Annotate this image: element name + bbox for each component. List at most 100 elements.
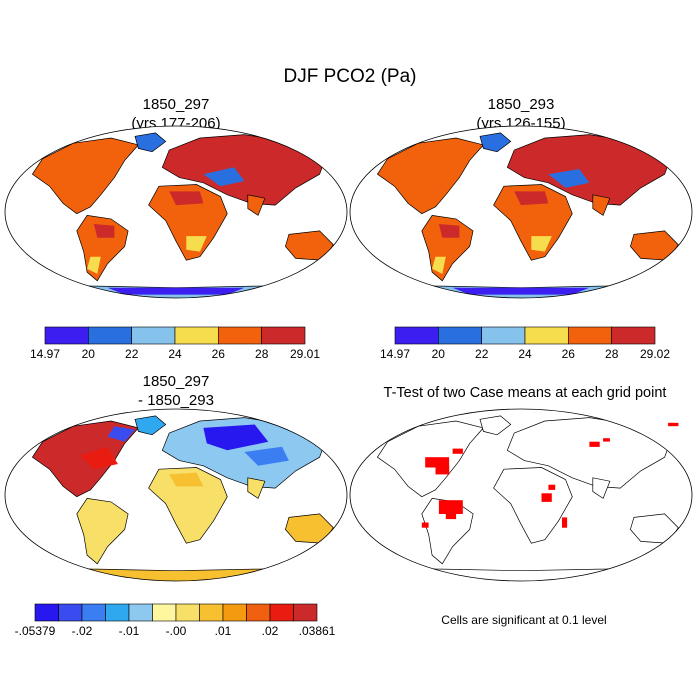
panel-title-bl-line2: - 1850_293: [138, 392, 214, 409]
colorbar-tick-label: 28: [605, 347, 619, 361]
colorbar-swatch: [174, 326, 219, 345]
land-africa-bl: [148, 467, 228, 544]
land-europe-asia-tr: [506, 134, 672, 206]
colorbar-tick-label: 20: [432, 347, 446, 361]
colorbar-swatch: [88, 326, 132, 345]
map-border-tr: [349, 125, 693, 299]
patch-ant-deep-tl: [107, 287, 245, 295]
colorbar-tick-label: -.00: [166, 624, 187, 638]
patch-amazon-tr: [438, 224, 460, 238]
significant-cell: [668, 422, 679, 427]
significant-cell: [562, 517, 568, 528]
patch-asia-mid-bl: [244, 446, 289, 466]
colorbar-swatch: [199, 603, 224, 622]
land-india-sea-tr: [592, 194, 611, 216]
colorbar-tick-label: .01: [215, 624, 232, 638]
land-north-america-tl: [31, 137, 140, 215]
patch-sahara-tr: [514, 191, 549, 206]
land-india-sea-br: [592, 477, 611, 499]
patch-na-east-bl: [80, 446, 118, 470]
panel-title-tl-line1: 1850_297: [143, 96, 210, 113]
map-clip-tl: [5, 126, 347, 298]
land-europe-asia-br: [506, 417, 672, 489]
colorbar-tick-label: 24: [168, 347, 182, 361]
colorbar-tick-label: 26: [562, 347, 576, 361]
patch-s-africa-tr: [531, 236, 552, 252]
significance-note: Cells are significant at 0.1 level: [441, 613, 606, 627]
panel-title-br: T-Test of two Case means at each grid po…: [384, 385, 667, 401]
colorbar-tick-label: -.02: [72, 624, 93, 638]
patch-ant-deep-tr: [452, 287, 590, 295]
map-panel-bottom-right: [349, 408, 693, 582]
land-greenland-tr: [479, 132, 512, 153]
patch-na-north-bl: [107, 426, 135, 442]
colorbar-tick-label: -.01: [119, 624, 140, 638]
colorbar-swatch: [58, 603, 83, 622]
significant-cell: [541, 493, 552, 502]
colorbar-top-left: 14.97 20 22 24 26 28 29.01: [30, 326, 320, 361]
patch-patagonia-tl: [87, 256, 101, 274]
patch-patagonia-tr: [432, 256, 446, 274]
colorbar-tick-label: -.05379: [15, 624, 56, 638]
land-africa-tl: [148, 184, 228, 261]
colorbar-tick-label: 22: [125, 347, 139, 361]
figure-title: DJF PCO2 (Pa): [283, 66, 416, 87]
colorbar-swatch: [611, 326, 656, 345]
colorbar-tick-label: 28: [255, 347, 269, 361]
significant-cell: [435, 465, 450, 475]
colorbar-swatch: [44, 326, 89, 345]
map-panel-top-left: [4, 125, 348, 299]
significant-cell: [452, 448, 463, 454]
map-border-tl: [4, 125, 348, 299]
land-africa-tr: [493, 184, 573, 261]
colorbar-tick-label: 29.01: [290, 347, 320, 361]
significant-cell: [421, 522, 429, 528]
patch-asia-low-tr: [548, 169, 590, 188]
land-greenland-br: [479, 415, 512, 436]
significant-cell: [445, 512, 457, 520]
colorbar-swatch: [175, 603, 200, 622]
map-panel-top-right: [349, 125, 693, 299]
significant-cell: [589, 441, 600, 447]
colorbar-tick-label: 29.02: [640, 347, 670, 361]
colorbar-swatch: [222, 603, 247, 622]
land-greenland-bl: [134, 415, 167, 436]
colorbar-tick-label: 24: [518, 347, 532, 361]
colorbar-swatch: [131, 326, 176, 345]
map-panel-bottom-left: [4, 408, 348, 582]
colorbar-swatch: [293, 603, 318, 622]
significant-cell: [438, 500, 463, 514]
colorbar-swatch: [81, 603, 106, 622]
land-north-america-tr: [376, 137, 485, 215]
land-india-sea-tl: [247, 194, 266, 216]
colorbar-swatch: [246, 603, 271, 622]
map-border-br: [349, 408, 693, 582]
colorbar-tick-label: 14.97: [30, 347, 60, 361]
patch-siberia-bl: [203, 424, 269, 451]
land-europe-asia-tl: [161, 134, 327, 206]
land-europe-asia-bl: [161, 417, 327, 489]
panel-title-bl-line1: 1850_297: [143, 373, 210, 390]
panel-title-tr-line1: 1850_293: [488, 96, 555, 113]
map-border-bl: [4, 408, 348, 582]
significant-cell: [425, 457, 450, 468]
colorbar-bottom-left: -.05379 -.02 -.01 -.00 .01 .02 .03861: [15, 603, 336, 638]
colorbar-swatch: [481, 326, 526, 345]
colorbar-tick-label: 20: [82, 347, 96, 361]
colorbar-swatch: [261, 326, 306, 345]
map-clip-tr: [350, 126, 692, 298]
patch-sahara-tl: [169, 191, 204, 206]
colorbar-swatch: [105, 603, 130, 622]
patch-sahara-bl: [169, 472, 204, 487]
colorbar-swatch: [524, 326, 569, 345]
colorbar-swatch: [218, 326, 262, 345]
colorbar-swatch: [437, 326, 482, 345]
colorbar-tick-label: 14.97: [380, 347, 410, 361]
colorbar-tick-label: 26: [212, 347, 226, 361]
land-india-sea-bl: [247, 477, 266, 499]
significant-cell: [548, 484, 556, 490]
patch-s-africa-tl: [186, 236, 207, 252]
colorbar-tick-label: .02: [262, 624, 279, 638]
land-south-america-bl: [76, 498, 129, 565]
